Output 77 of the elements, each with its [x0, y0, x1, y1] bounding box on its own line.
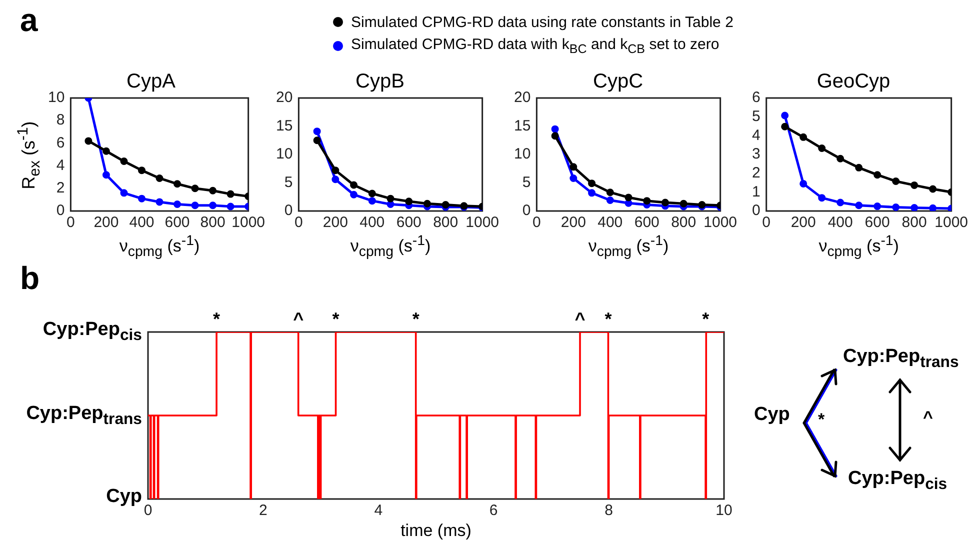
legend-label: Simulated CPMG-RD data with k$_{BC}$ and k$_{CB}$ set to zero: [351, 36, 720, 56]
y-tick-label: 5: [522, 174, 531, 191]
x-tick-label: 400: [129, 214, 154, 232]
legend-label: Simulated CPMG-RD data using rate constants in Table 2: [351, 14, 734, 30]
x-tick-label: 400: [360, 214, 385, 232]
x-tick-label: 1000: [934, 214, 968, 232]
y-tick-label: 10: [514, 146, 531, 163]
text: Cyp:Pep$_{trans}$: [843, 346, 959, 372]
x-tick-label: 1000: [232, 214, 266, 232]
x-tick-label: 800: [200, 214, 226, 232]
y-tick-label: 20: [276, 89, 293, 106]
y-tick-label: 0: [522, 202, 531, 220]
x-tick-label: 0: [144, 502, 152, 520]
y-tick-label: 8: [56, 112, 65, 129]
x-tick-label: 4: [374, 502, 383, 520]
x-axis-title: ν$_{cpmg}$ (s$^{-1}$): [818, 233, 900, 260]
x-tick-label: 800: [902, 214, 927, 232]
chart-title: CypB: [356, 70, 404, 93]
y-tick-label: 10: [48, 89, 65, 106]
y-tick-label: 20: [514, 89, 531, 106]
text: *: [818, 410, 825, 430]
x-tick-label: 400: [598, 214, 623, 232]
annotation: ^: [293, 308, 304, 329]
x-tick-label: 800: [433, 214, 458, 232]
y-tick-label: 0: [56, 202, 65, 220]
x-tick-label: 10: [716, 502, 732, 520]
text: ^: [923, 408, 933, 428]
y-tick-label: 4: [752, 126, 760, 144]
chart-title: CypC: [592, 70, 644, 93]
y-tick-label: 15: [276, 117, 293, 134]
annotation: ^: [574, 308, 586, 329]
x-tick-label: 600: [164, 214, 190, 232]
x-tick-label: 200: [560, 214, 586, 232]
chart-title: CypA: [126, 70, 176, 93]
x-tick-label: 2: [259, 502, 268, 520]
text: Cyp: [106, 486, 142, 508]
text: Cyp:Pep$_{trans}$: [26, 402, 142, 428]
y-tick-label: 5: [284, 174, 293, 191]
y-tick-label: 3: [752, 146, 760, 163]
chart-title: GeoCyp: [816, 70, 890, 93]
x-tick-label: 800: [671, 214, 696, 232]
y-tick-label: 0: [284, 202, 293, 220]
annotation: *: [332, 308, 340, 329]
x-tick-label: 6: [489, 502, 498, 520]
text: a: [20, 2, 38, 39]
x-tick-label: 600: [864, 214, 890, 232]
y-tick-label: 4: [56, 156, 65, 174]
y-tick-label: 1: [752, 183, 760, 200]
x-tick-label: 200: [322, 214, 348, 232]
x-axis-title: ν$_{cpmg}$ (s$^{-1}$): [118, 233, 201, 260]
text: b: [20, 260, 40, 297]
text: Cyp: [754, 404, 790, 426]
annotation: *: [213, 308, 220, 329]
annotation: *: [702, 308, 710, 329]
x-tick-label: 8: [604, 502, 613, 520]
y-tick-label: 2: [752, 164, 760, 182]
x-tick-label: 200: [94, 214, 119, 232]
annotation: *: [604, 308, 612, 329]
y-tick-label: 15: [514, 117, 531, 134]
annotation: *: [412, 308, 420, 329]
y-tick-label: 0: [752, 202, 760, 220]
x-tick-label: 1000: [466, 214, 500, 232]
y-tick-label: 10: [276, 146, 293, 163]
x-axis-title: time (ms): [400, 521, 472, 541]
y-tick-label: 2: [56, 180, 65, 197]
y-tick-label: 6: [56, 134, 65, 152]
text: Cyp:Pep$_{cis}$: [42, 319, 142, 345]
x-axis-title: ν$_{cpmg}$ (s$^{-1}$): [587, 233, 670, 260]
x-tick-label: 200: [790, 214, 816, 232]
x-tick-label: 1000: [704, 214, 738, 232]
x-axis-title: ν$_{cpmg}$ (s$^{-1}$): [349, 233, 432, 260]
x-tick-label: 400: [828, 214, 853, 232]
x-tick-label: 600: [396, 214, 422, 232]
x-tick-label: 600: [634, 214, 660, 232]
text: Cyp:Pep$_{cis}$: [848, 468, 948, 494]
y-tick-label: 6: [752, 89, 760, 106]
y-tick-label: 5: [752, 108, 760, 125]
